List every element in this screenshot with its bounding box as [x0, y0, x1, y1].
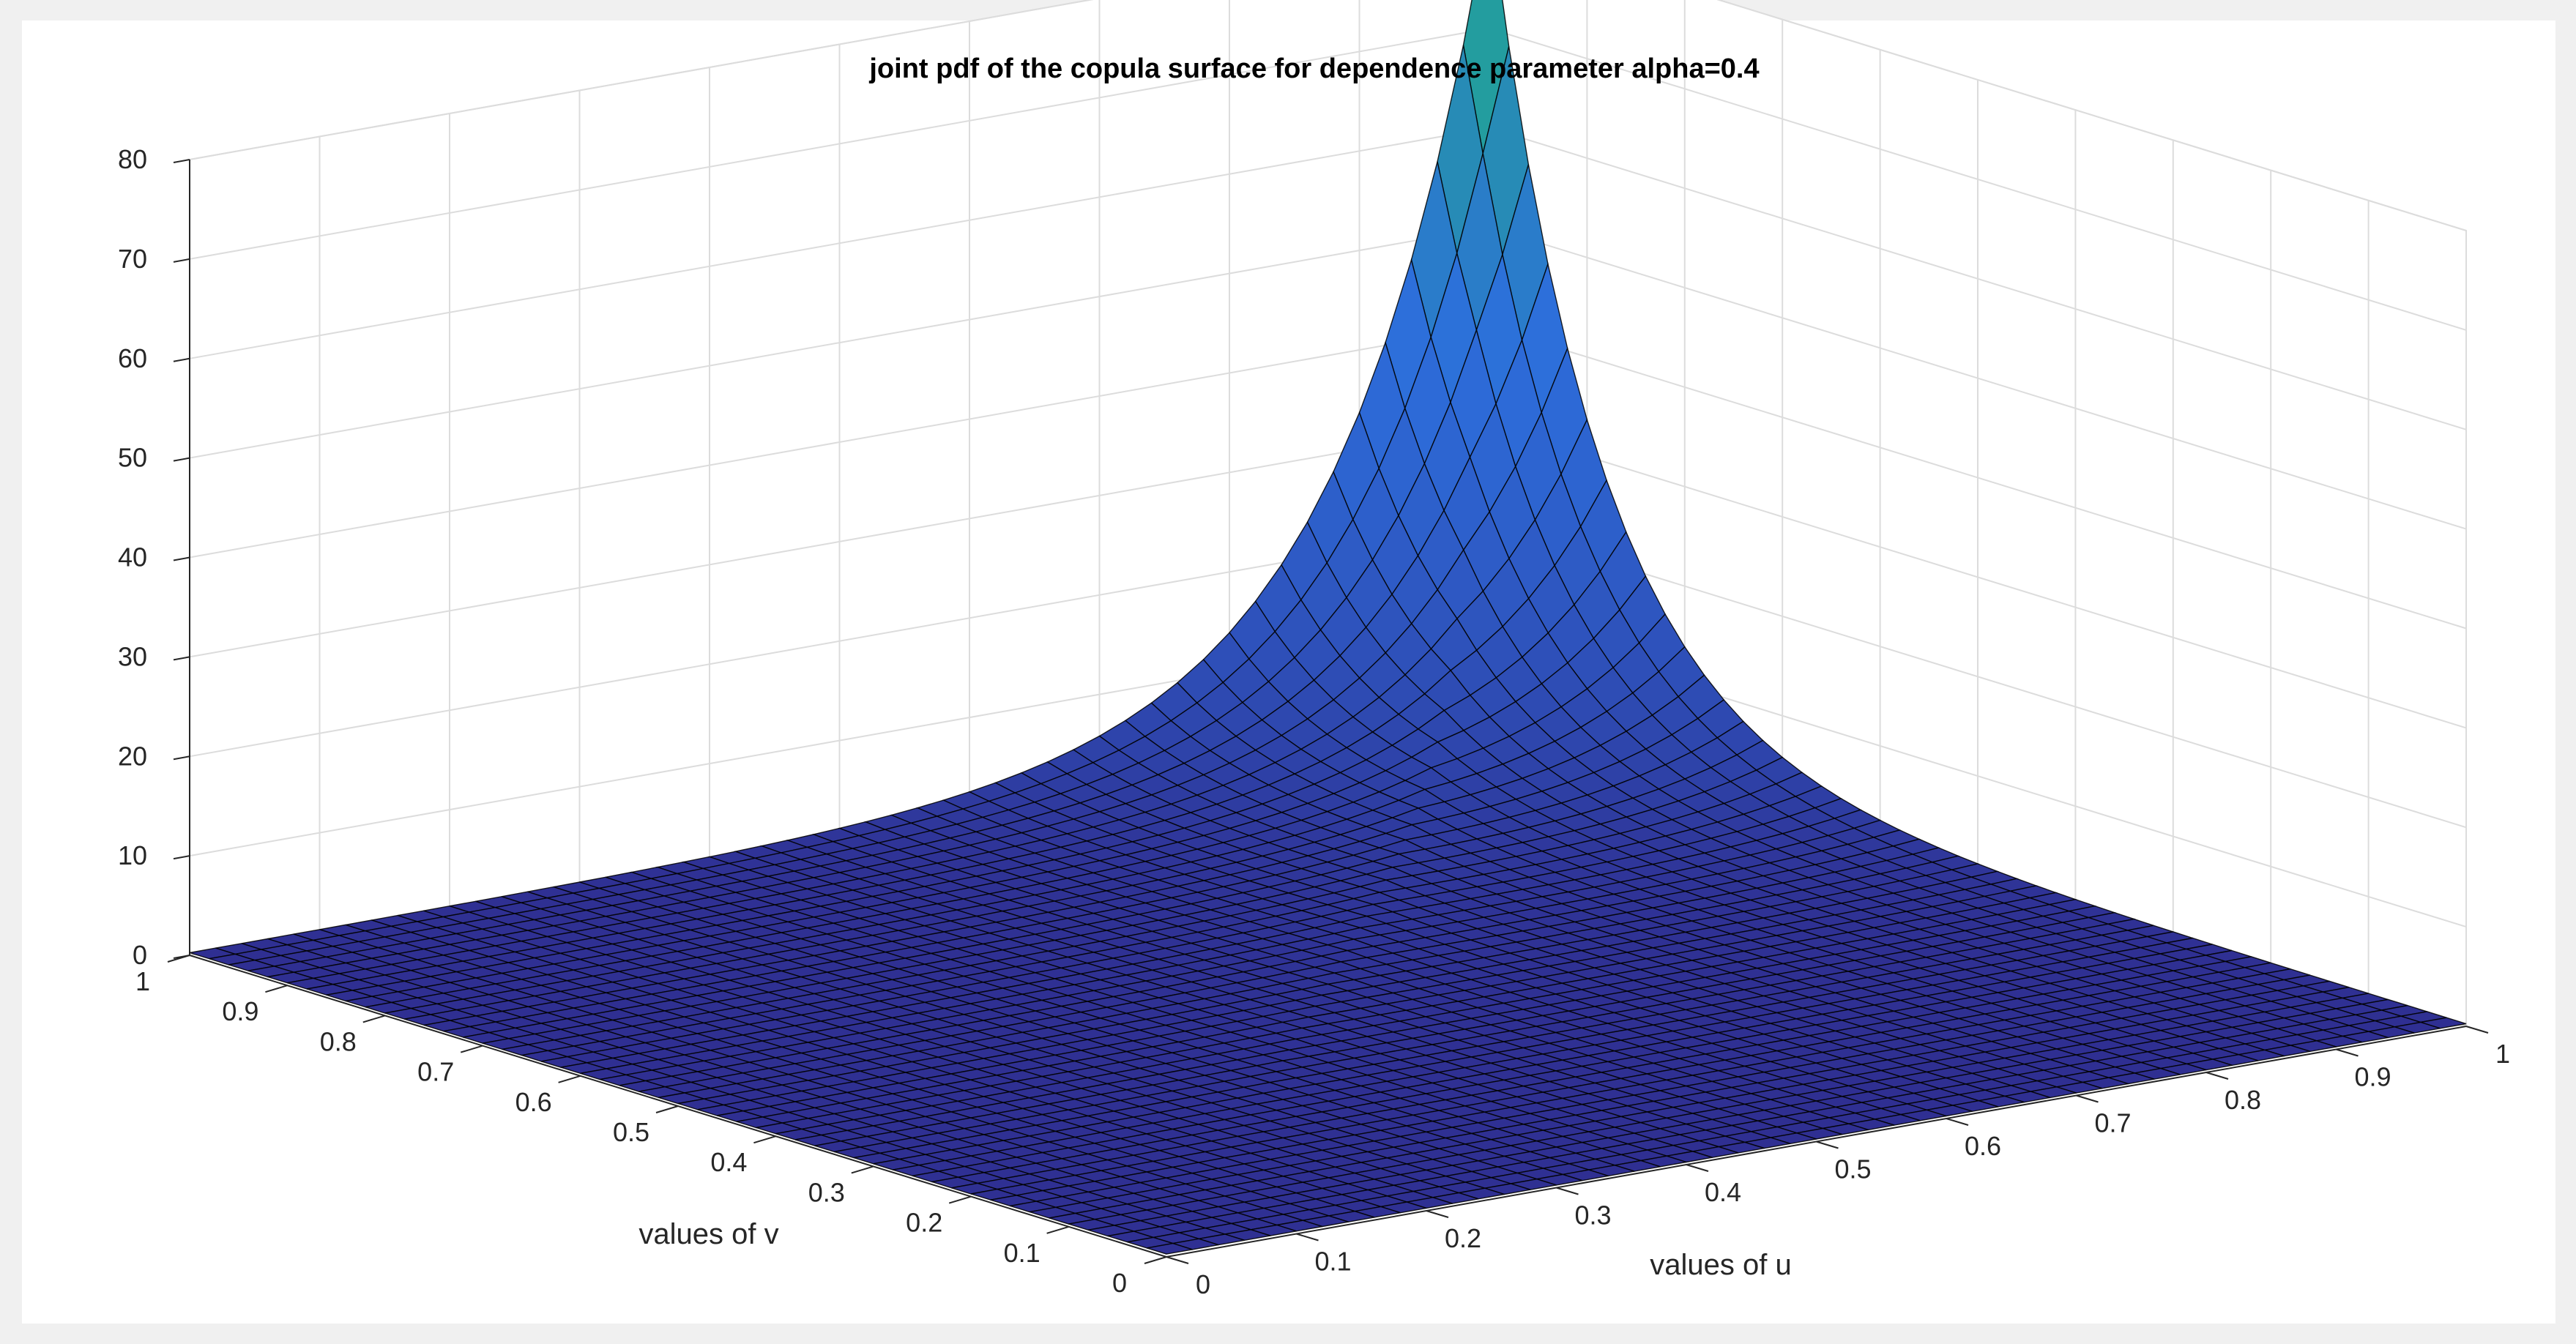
z-tick-mark	[173, 855, 190, 860]
v-tick-label: 0.9	[222, 996, 258, 1026]
v-tick-mark	[851, 1165, 874, 1174]
u-tick-mark	[1296, 1233, 1319, 1242]
u-tick-label: 0.1	[1314, 1247, 1351, 1277]
u-tick-label: 0.5	[1834, 1154, 1871, 1184]
u-tick-mark	[2336, 1048, 2359, 1057]
v-tick-label: 0.3	[808, 1177, 845, 1207]
v-tick-label: 0.5	[613, 1117, 649, 1147]
z-tick-label: 60	[118, 343, 147, 373]
v-tick-mark	[948, 1195, 972, 1204]
v-tick-mark	[167, 955, 190, 963]
v-tick-label: 0.4	[710, 1147, 747, 1177]
u-tick-label: 0.2	[1445, 1223, 1481, 1253]
z-tick-label: 10	[118, 840, 147, 870]
u-tick-label: 0.3	[1574, 1201, 1611, 1231]
z-tick-mark	[173, 556, 190, 561]
grid-line	[189, 0, 2467, 231]
z-tick-mark	[173, 357, 190, 362]
v-tick-label: 0	[1112, 1268, 1127, 1298]
v-axis-label: values of v	[639, 1218, 778, 1250]
u-tick-mark	[1426, 1210, 1449, 1218]
u-tick-mark	[1686, 1164, 1709, 1172]
u-tick-mark	[2465, 1026, 2489, 1034]
u-tick-label: 0.4	[1705, 1177, 1741, 1207]
z-tick-label: 30	[118, 641, 147, 671]
z-tick-label: 40	[118, 542, 147, 572]
surface-patch	[1147, 1242, 1193, 1255]
z-tick-mark	[173, 457, 190, 462]
copula-surface	[189, 0, 2467, 1255]
z-tick-mark	[173, 258, 190, 263]
v-tick-label: 0.8	[320, 1026, 357, 1056]
u-tick-mark	[1556, 1187, 1579, 1195]
v-tick-mark	[655, 1105, 679, 1113]
z-tick-label: 80	[118, 144, 147, 174]
v-tick-mark	[1046, 1225, 1069, 1234]
u-tick-mark	[1816, 1140, 1839, 1149]
z-tick-mark	[173, 755, 190, 761]
u-tick-mark	[2076, 1094, 2099, 1103]
u-axis-label: values of u	[1650, 1249, 1791, 1281]
v-tick-mark	[265, 985, 288, 993]
v-tick-label: 0.7	[417, 1057, 454, 1087]
z-tick-label: 20	[118, 741, 147, 771]
tick-labels: 0102030405060708000.10.20.30.40.50.60.70…	[118, 144, 2510, 1299]
v-tick-label: 0.2	[906, 1208, 942, 1238]
v-tick-mark	[558, 1075, 581, 1083]
u-tick-label: 0	[1196, 1269, 1210, 1299]
u-tick-label: 0.8	[2225, 1085, 2261, 1115]
v-tick-label: 0.1	[1004, 1238, 1041, 1268]
u-tick-mark	[2205, 1072, 2229, 1080]
u-tick-label: 1	[2495, 1039, 2510, 1069]
v-tick-mark	[753, 1135, 776, 1144]
u-tick-label: 0.7	[2094, 1108, 2131, 1138]
z-tick-mark	[173, 656, 190, 661]
u-tick-label: 0.9	[2354, 1062, 2391, 1092]
z-tick-label: 50	[118, 443, 147, 473]
v-tick-mark	[460, 1045, 483, 1053]
chart-title: joint pdf of the copula surface for depe…	[868, 53, 1759, 84]
z-tick-mark	[173, 159, 190, 163]
v-tick-mark	[362, 1015, 386, 1023]
z-tick-label: 70	[118, 244, 147, 274]
z-tick-label: 0	[133, 940, 147, 970]
u-tick-mark	[1166, 1256, 1189, 1264]
u-tick-mark	[1946, 1118, 1969, 1126]
v-tick-label: 0.6	[515, 1087, 552, 1117]
v-tick-label: 1	[135, 966, 150, 996]
v-tick-mark	[1144, 1256, 1167, 1264]
u-tick-label: 0.6	[1965, 1131, 2001, 1161]
